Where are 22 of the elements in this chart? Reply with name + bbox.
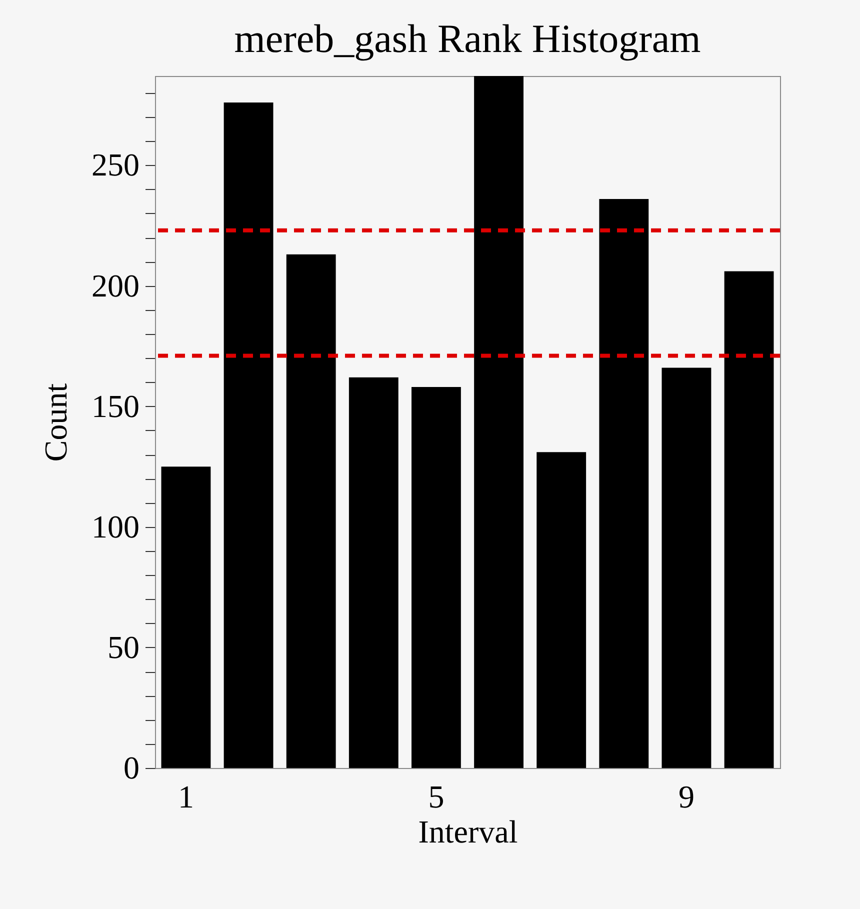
y-tick-label: 50	[108, 628, 140, 665]
x-tick-label: 1	[178, 778, 194, 814]
bar	[724, 271, 774, 768]
bar	[286, 254, 336, 768]
y-tick-label: 200	[92, 267, 140, 304]
x-tick-label: 5	[428, 778, 444, 814]
bar	[662, 368, 712, 768]
y-axis-title: Count	[38, 383, 74, 462]
y-tick-label: 150	[92, 388, 140, 424]
bar	[474, 76, 524, 768]
bar	[412, 387, 461, 768]
y-tick-label: 250	[92, 146, 140, 183]
bar	[348, 377, 398, 768]
bar	[161, 466, 211, 768]
y-tick-label: 100	[92, 508, 140, 544]
x-tick-label: 9	[678, 778, 694, 814]
bar	[599, 198, 649, 768]
chart-title: mereb_gash Rank Histogram	[234, 16, 701, 61]
bar	[536, 452, 586, 768]
bar	[224, 102, 274, 768]
y-tick-label: 0	[124, 750, 140, 786]
x-axis-title: Interval	[418, 814, 518, 850]
